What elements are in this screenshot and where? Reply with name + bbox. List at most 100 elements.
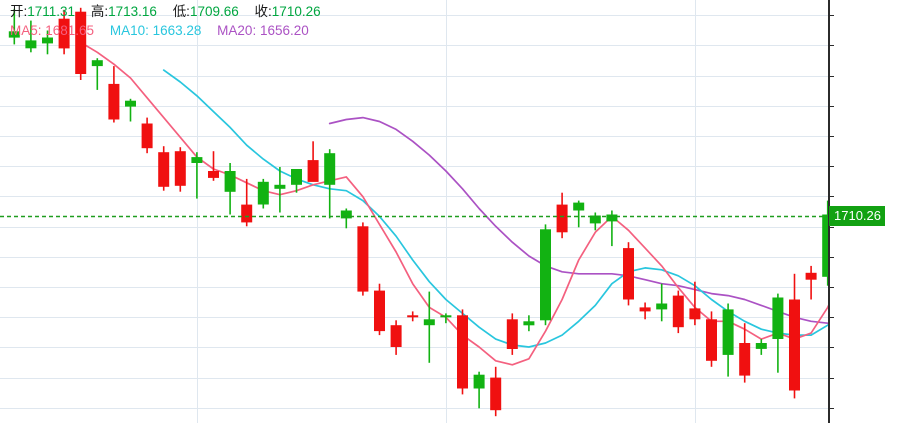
candle-body [291,169,302,185]
candle-body [772,297,784,339]
candle [672,290,684,334]
candle [307,141,319,182]
candle-body [656,303,668,310]
price-tick-mark [828,166,834,167]
price-tick-mark [828,287,834,288]
chart-canvas [0,0,828,423]
candle [125,98,136,122]
candle [340,208,352,229]
candle-body [274,184,286,189]
candle-body [407,315,419,318]
candle [274,167,286,213]
candle-body [357,226,369,292]
candle-body [706,319,717,361]
candle [158,146,170,191]
candle-body [573,202,585,211]
candle-body [672,295,684,328]
candle [174,147,186,192]
candle [374,283,385,336]
candle [58,9,70,55]
candle [573,200,585,228]
candle-body [75,11,87,74]
plot-area[interactable] [0,0,828,423]
price-tick-mark [828,317,834,318]
candle-body [324,153,336,185]
candle [25,20,37,53]
price-tick-mark [828,45,834,46]
candle-body [8,31,20,38]
candle-body [141,123,153,149]
candle [291,169,302,193]
candle-body [822,214,828,277]
price-tick-mark [828,227,834,228]
price-tick-mark [828,196,834,197]
candle-body [42,37,53,44]
candle [739,323,751,383]
candle [357,222,369,296]
candle-body [257,181,269,205]
candle-body [623,248,634,300]
candle-body [540,229,551,321]
candle [224,163,236,215]
candle [523,315,535,332]
candle [423,291,435,363]
candle [208,151,219,181]
candle-body [374,290,385,332]
candle-body [523,321,535,326]
candle-body [457,315,468,389]
candle [91,58,103,90]
candle [42,30,53,55]
ma5-line [79,41,828,366]
candle-body [174,151,186,186]
price-tick-mark [828,76,834,77]
candle-body [440,315,452,318]
ma20-line [328,116,828,325]
candle [755,339,767,355]
candle-body [689,308,701,320]
candle-body [307,160,319,182]
price-tick-mark [828,106,834,107]
candle [689,281,701,326]
candle [141,117,153,154]
candle [639,302,651,320]
candle [656,283,668,322]
candle-body [490,377,502,411]
candle [623,242,634,306]
candle [805,265,817,300]
candle [490,366,502,417]
candle-body [506,319,518,349]
candle-body [639,307,651,312]
candle-body [208,171,219,178]
candle-body [390,325,402,347]
candle-body [423,319,435,326]
price-tick-mark [828,378,834,379]
candle-body [722,309,734,355]
candle-body [158,152,170,187]
candle [772,293,784,373]
candle-body [473,374,485,389]
candle [789,273,800,399]
candle [108,66,120,123]
price-tick-mark [828,408,834,409]
candle [241,178,253,227]
price-tick-mark [828,257,834,258]
current-price-badge: 1710.26 [829,205,885,226]
candle-body [739,343,751,376]
candle [540,224,551,326]
candle [324,149,336,219]
candle [191,152,203,199]
candle-body [789,299,800,391]
price-tick-mark [828,136,834,137]
candle-body [58,18,70,49]
candle [440,313,452,324]
candle [722,303,734,377]
candle [407,311,419,322]
candle [390,320,402,355]
candle-body [125,100,136,107]
candle-body [556,204,568,233]
candle [589,212,601,231]
candle-body [589,215,601,224]
candle-body [25,40,37,49]
price-tick-mark [828,15,834,16]
